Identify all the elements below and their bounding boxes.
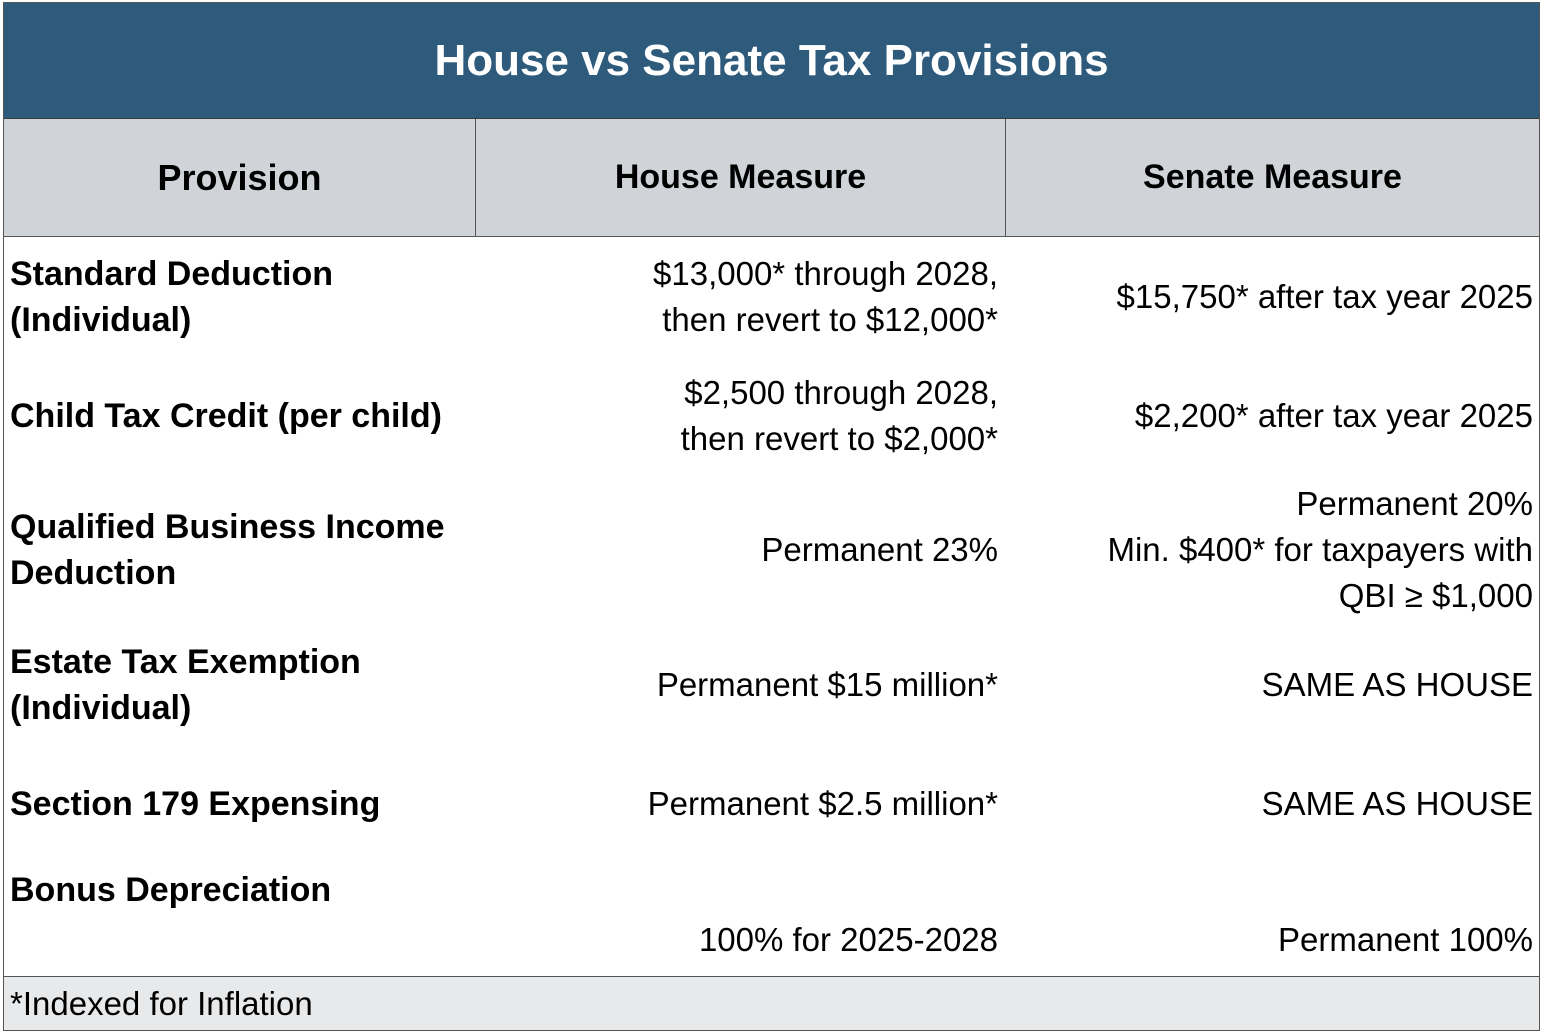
senate-line: $15,750* after tax year 2025 [1116,278,1533,315]
header-row: Provision House Measure Senate Measure [4,119,1539,237]
table-row: Child Tax Credit (per child) $2,500 thro… [4,357,1539,475]
senate-line: SAME AS HOUSE [1261,785,1533,822]
provision-line: Qualified Business Income [10,508,445,546]
house-cell: $13,000* through 2028, then revert to $1… [476,237,1006,357]
senate-line: Permanent 100% [1278,921,1533,958]
house-line: then revert to $12,000* [662,301,998,338]
table-row: Bonus Depreciation 100% for 2025-2028 Pe… [4,863,1539,977]
table-title: House vs Senate Tax Provisions [4,3,1539,119]
table-row: Estate Tax Exemption (Individual) Perman… [4,625,1539,745]
header-house-measure: House Measure [476,119,1006,236]
provision-line: Bonus Depreciation [10,871,332,909]
house-cell: $2,500 through 2028, then revert to $2,0… [476,357,1006,475]
senate-line: Permanent 20% [1296,485,1533,522]
provision-cell: Standard Deduction (Individual) [4,237,476,357]
house-line: Permanent $15 million* [656,666,998,703]
senate-cell: SAME AS HOUSE [1006,745,1539,863]
provision-line: Section 179 Expensing [10,785,381,823]
house-cell: Permanent $2.5 million* [476,745,1006,863]
header-provision: Provision [4,119,476,236]
table-row: Standard Deduction (Individual) $13,000*… [4,237,1539,357]
house-line: 100% for 2025-2028 [698,921,998,958]
senate-line: QBI ≥ $1,000 [1338,577,1533,614]
header-senate-measure: Senate Measure [1143,158,1402,196]
provision-line: Child Tax Credit (per child) [10,397,442,435]
house-line: Permanent $2.5 million* [647,785,998,822]
senate-cell: $2,200* after tax year 2025 [1006,357,1539,475]
senate-cell: Permanent 100% [1006,863,1539,977]
house-line: $2,500 through 2028, [684,374,998,411]
senate-cell: SAME AS HOUSE [1006,625,1539,745]
tax-provisions-table: House vs Senate Tax Provisions Provision… [3,2,1540,1031]
senate-cell: $15,750* after tax year 2025 [1006,237,1539,357]
provision-line: (Individual) [10,301,192,339]
provision-line: (Individual) [10,689,192,727]
provision-cell: Qualified Business Income Deduction [4,475,476,625]
table-row: Section 179 Expensing Permanent $2.5 mil… [4,745,1539,863]
provision-cell: Child Tax Credit (per child) [4,357,476,475]
provision-line: Standard Deduction [10,255,334,293]
house-cell: 100% for 2025-2028 [476,863,1006,977]
senate-line: $2,200* after tax year 2025 [1134,397,1533,434]
provision-line: Estate Tax Exemption [10,643,361,681]
house-cell: Permanent $15 million* [476,625,1006,745]
house-line: Permanent 23% [761,531,998,568]
table-body: Standard Deduction (Individual) $13,000*… [4,237,1539,977]
provision-cell: Section 179 Expensing [4,745,476,863]
provision-line: Deduction [10,554,177,592]
senate-cell: Permanent 20% Min. $400* for taxpayers w… [1006,475,1539,625]
senate-line: Min. $400* for taxpayers with [1107,531,1533,568]
footnote: *Indexed for Inflation [4,976,1539,1030]
house-cell: Permanent 23% [476,475,1006,625]
house-line: then revert to $2,000* [680,420,998,457]
house-line: $13,000* through 2028, [653,255,998,292]
provision-cell: Bonus Depreciation [4,863,476,977]
table-row: Qualified Business Income Deduction Perm… [4,475,1539,625]
provision-cell: Estate Tax Exemption (Individual) [4,625,476,745]
senate-line: SAME AS HOUSE [1261,666,1533,703]
